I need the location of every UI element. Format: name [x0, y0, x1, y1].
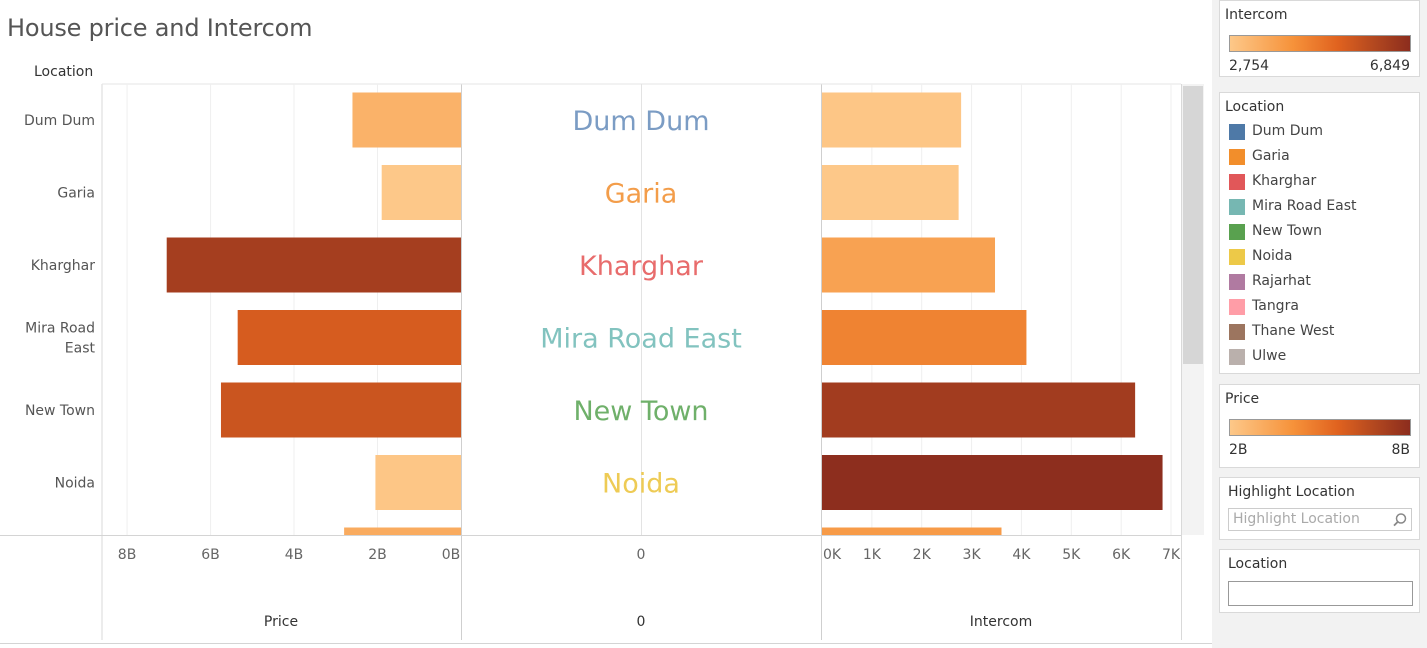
intercom-bar: [822, 455, 1163, 510]
location-color-legend: Location Dum Dum Garia Kharghar Mira Road E…: [1219, 92, 1420, 374]
price-legend-min: 2B: [1229, 442, 1248, 458]
intercom-legend-min: 2,754: [1229, 58, 1270, 74]
highlight-location-placeholder: Highlight Location: [1233, 511, 1360, 527]
price-bar: [381, 165, 461, 220]
scrollbar-thumb[interactable]: [1183, 86, 1203, 364]
location-filter: Location: [1219, 549, 1420, 613]
row-label: Dum Dum: [24, 113, 95, 129]
legend-swatch: [1229, 274, 1245, 290]
center-location-label: Dum Dum: [573, 106, 710, 137]
legend-swatch: [1229, 299, 1245, 315]
legend-label: Ulwe: [1252, 348, 1287, 364]
row-label: Noida: [55, 476, 95, 492]
intercom-legend-title: Intercom: [1225, 7, 1288, 23]
row-label: Kharghar: [31, 258, 95, 274]
price-tick-label: 0B: [442, 547, 461, 563]
legend-label: Rajarhat: [1252, 273, 1311, 289]
price-bar: [237, 310, 461, 365]
intercom-bar: [822, 382, 1136, 438]
legend-label: Noida: [1252, 248, 1293, 264]
intercom-bar: [822, 92, 962, 148]
intercom-tick-label: 6K: [1112, 547, 1131, 563]
location-filter-title: Location: [1228, 556, 1288, 572]
highlight-location-filter: Highlight Location Highlight Location: [1219, 477, 1420, 540]
legend-label: New Town: [1252, 223, 1323, 239]
center-axis-title: 0: [637, 614, 646, 630]
row-label: New Town: [25, 403, 95, 419]
price-bar: [352, 92, 461, 148]
price-color-legend[interactable]: Price 2B 8B: [1219, 384, 1420, 468]
intercom-color-legend[interactable]: Intercom 2,754 6,849: [1219, 0, 1420, 77]
price-bar: [166, 237, 461, 293]
highlight-location-input[interactable]: Highlight Location: [1228, 508, 1412, 531]
row-label: East: [65, 341, 96, 357]
price-gradient-bar: [1229, 419, 1411, 436]
search-icon[interactable]: [1392, 512, 1408, 528]
center-location-label: Mira Road East: [540, 324, 742, 355]
intercom-tick-label: 7K: [1162, 547, 1181, 563]
intercom-tick-label: 4K: [1012, 547, 1031, 563]
row-label: Mira Road: [25, 321, 95, 337]
center-location-label: New Town: [573, 396, 708, 427]
price-tick-label: 4B: [285, 547, 304, 563]
intercom-tick-label: 2K: [913, 547, 932, 563]
legend-label: Dum Dum: [1252, 123, 1324, 139]
intercom-tick-label: 1K: [863, 547, 882, 563]
legend-swatch: [1229, 324, 1245, 340]
legend-label: Tangra: [1252, 298, 1299, 314]
legend-label: Thane West: [1252, 323, 1335, 339]
row-header-location: Location: [34, 64, 94, 80]
location-filter-input[interactable]: [1228, 581, 1413, 606]
intercom-bar-partial: [822, 527, 1002, 535]
intercom-tick-label: 3K: [963, 547, 982, 563]
legend-swatch: [1229, 199, 1245, 215]
legend-label: Kharghar: [1252, 173, 1317, 189]
chart-title: House price and Intercom: [7, 14, 313, 42]
legend-swatch: [1229, 149, 1245, 165]
visualization-area: House price and Intercom Location Dum Du…: [0, 14, 1212, 644]
legend-swatch: [1229, 124, 1245, 140]
price-bar: [375, 455, 461, 510]
center-location-label: Kharghar: [579, 251, 704, 282]
price-tick-label: 2B: [368, 547, 387, 563]
intercom-gradient-bar: [1229, 35, 1411, 52]
intercom-tick-label: 5K: [1062, 547, 1081, 563]
intercom-tick-label: 0K: [823, 547, 842, 563]
intercom-bar: [822, 310, 1027, 365]
intercom-bar: [822, 165, 959, 220]
legend-swatch: [1229, 174, 1245, 190]
price-axis-title: Price: [264, 614, 298, 630]
price-tick-label: 6B: [201, 547, 220, 563]
price-bar-partial: [344, 527, 461, 535]
intercom-bar: [822, 237, 996, 293]
center-tick-label: 0: [637, 547, 646, 563]
price-legend-max: 8B: [1391, 442, 1410, 458]
legend-label: Mira Road East: [1252, 198, 1357, 214]
legend-swatch: [1229, 349, 1245, 365]
location-legend-title: Location: [1225, 99, 1285, 115]
intercom-legend-max: 6,849: [1369, 58, 1410, 74]
bottom-divider: [0, 643, 1212, 644]
row-label: Garia: [57, 186, 95, 202]
chart-svg: Dum Dum Dum Dum Garia Garia Kharghar Kharghar…: [0, 83, 1182, 640]
legend-label: Garia: [1252, 148, 1290, 164]
legend-panel: Intercom 2,754 6,849 Location Dum Dum Gar…: [1212, 0, 1427, 648]
price-legend-title: Price: [1225, 391, 1260, 407]
price-tick-label: 8B: [118, 547, 137, 563]
intercom-axis-title: Intercom: [970, 614, 1032, 630]
highlight-location-title: Highlight Location: [1228, 484, 1355, 500]
center-location-label: Garia: [605, 179, 678, 210]
center-location-label: Noida: [602, 469, 680, 500]
price-bar: [220, 382, 461, 438]
legend-swatch: [1229, 224, 1245, 240]
legend-swatch: [1229, 249, 1245, 265]
